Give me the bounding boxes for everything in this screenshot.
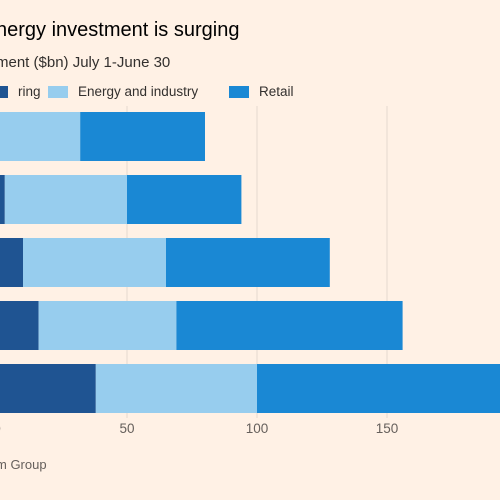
legend-swatch-energy-and-industry <box>48 85 68 98</box>
legend-label-manufacturing: ring <box>18 84 41 99</box>
bar-manufacturing-2 <box>0 175 5 224</box>
bar-retail-2 <box>127 175 242 224</box>
bar-energy-and-industry-4 <box>38 301 177 350</box>
legend-swatch-retail <box>229 85 249 98</box>
bar-energy-and-industry-1 <box>0 112 81 161</box>
bar-retail-4 <box>176 301 403 350</box>
legend-item-retail: Retail <box>229 84 294 99</box>
legend-item-manufacturing: ring <box>0 84 41 99</box>
legend-label-retail: Retail <box>259 84 294 99</box>
bar-energy-and-industry-3 <box>23 238 166 287</box>
bar-energy-and-industry-2 <box>4 175 127 224</box>
x-tick-label-150: 150 <box>376 421 399 436</box>
legend-item-energy-and-industry: Energy and industry <box>48 84 198 99</box>
legend-swatch-manufacturing <box>0 85 8 98</box>
x-tick-label-0: 0 <box>0 421 1 436</box>
bar-retail-3 <box>166 238 330 287</box>
bar-manufacturing-4 <box>0 301 39 350</box>
chart-title: nergy investment is surging <box>0 19 240 41</box>
bar-energy-and-industry-5 <box>95 364 257 413</box>
x-tick-label-50: 50 <box>119 421 134 436</box>
x-tick-label-100: 100 <box>246 421 269 436</box>
bar-manufacturing-5 <box>0 364 96 413</box>
legend-label-energy-and-industry: Energy and industry <box>78 84 199 99</box>
bar-retail-1 <box>80 112 205 161</box>
legend: ring Energy and industry Retail <box>0 84 500 104</box>
chart-subtitle: ment ($bn) July 1-June 30 <box>0 54 171 71</box>
bar-manufacturing-3 <box>0 238 23 287</box>
bar-retail-5 <box>257 364 500 413</box>
source-note: m Group <box>0 457 47 472</box>
